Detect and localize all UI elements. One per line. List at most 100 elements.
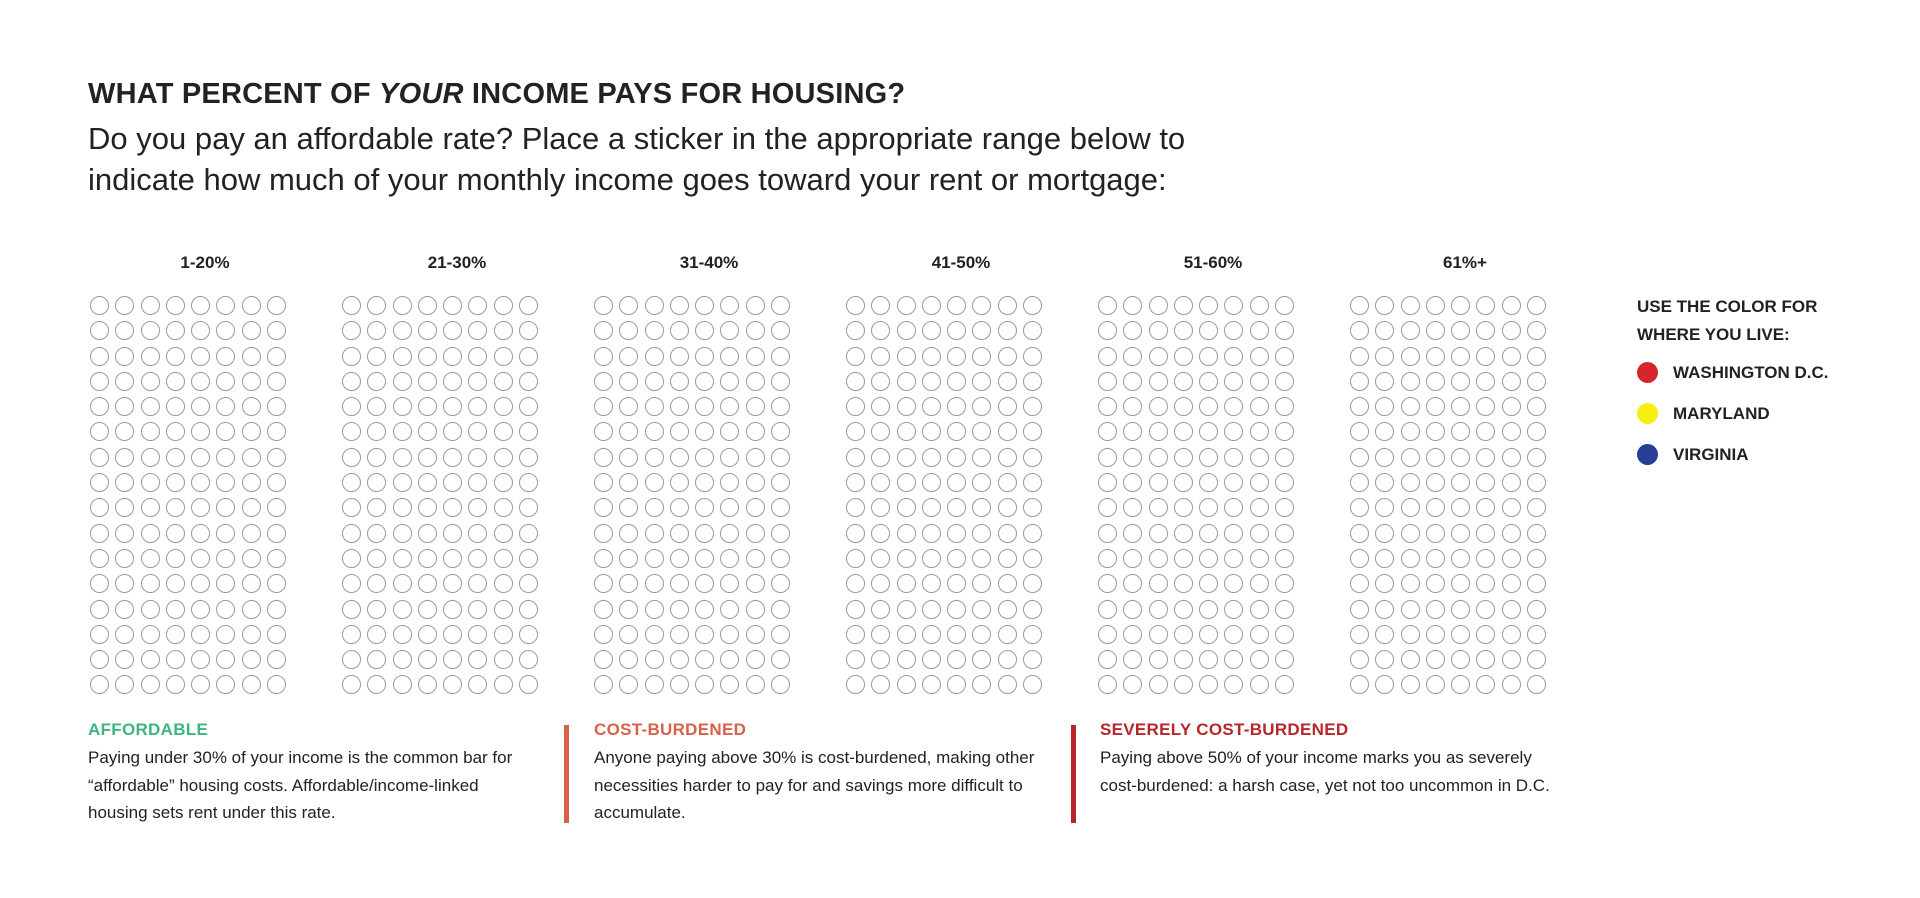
sticker-circle[interactable] [1148, 574, 1168, 594]
sticker-circle[interactable] [771, 574, 791, 594]
sticker-circle[interactable] [216, 321, 236, 341]
sticker-circle[interactable] [216, 548, 236, 568]
sticker-circle[interactable] [1275, 523, 1295, 543]
sticker-circle[interactable] [140, 599, 160, 619]
sticker-circle[interactable] [695, 675, 715, 695]
sticker-circle[interactable] [594, 397, 613, 417]
sticker-circle[interactable] [695, 321, 715, 341]
sticker-circle[interactable] [342, 296, 361, 315]
sticker-circle[interactable] [846, 523, 865, 543]
sticker-circle[interactable] [619, 447, 639, 467]
sticker-circle[interactable] [468, 675, 488, 695]
sticker-circle[interactable] [921, 321, 941, 341]
sticker-circle[interactable] [1400, 422, 1420, 442]
sticker-circle[interactable] [846, 371, 865, 391]
sticker-circle[interactable] [1173, 473, 1193, 493]
sticker-circle[interactable] [594, 548, 613, 568]
sticker-circle[interactable] [644, 599, 664, 619]
sticker-circle[interactable] [594, 523, 613, 543]
sticker-circle[interactable] [1173, 422, 1193, 442]
sticker-circle[interactable] [619, 624, 639, 644]
sticker-circle[interactable] [90, 321, 109, 341]
sticker-circle[interactable] [191, 599, 211, 619]
sticker-circle[interactable] [1350, 675, 1369, 695]
sticker-circle[interactable] [1023, 447, 1043, 467]
sticker-circle[interactable] [468, 574, 488, 594]
sticker-circle[interactable] [594, 371, 613, 391]
sticker-circle[interactable] [191, 574, 211, 594]
sticker-circle[interactable] [443, 422, 463, 442]
sticker-circle[interactable] [669, 498, 689, 518]
sticker-circle[interactable] [140, 296, 160, 315]
sticker-circle[interactable] [1451, 599, 1471, 619]
sticker-circle[interactable] [1451, 498, 1471, 518]
sticker-circle[interactable] [140, 675, 160, 695]
sticker-circle[interactable] [165, 473, 185, 493]
sticker-circle[interactable] [165, 574, 185, 594]
sticker-circle[interactable] [921, 675, 941, 695]
sticker-circle[interactable] [165, 397, 185, 417]
sticker-circle[interactable] [1123, 422, 1143, 442]
sticker-circle[interactable] [871, 296, 891, 315]
sticker-circle[interactable] [972, 675, 992, 695]
sticker-circle[interactable] [1249, 321, 1269, 341]
sticker-circle[interactable] [1249, 574, 1269, 594]
sticker-circle[interactable] [896, 624, 916, 644]
sticker-circle[interactable] [896, 498, 916, 518]
sticker-circle[interactable] [1098, 523, 1117, 543]
sticker-circle[interactable] [140, 548, 160, 568]
sticker-circle[interactable] [1451, 473, 1471, 493]
sticker-circle[interactable] [140, 371, 160, 391]
sticker-circle[interactable] [1098, 447, 1117, 467]
sticker-circle[interactable] [1173, 675, 1193, 695]
sticker-circle[interactable] [1350, 574, 1369, 594]
sticker-circle[interactable] [720, 599, 740, 619]
sticker-circle[interactable] [90, 599, 109, 619]
sticker-circle[interactable] [594, 422, 613, 442]
sticker-circle[interactable] [1275, 447, 1295, 467]
sticker-circle[interactable] [619, 498, 639, 518]
sticker-circle[interactable] [468, 397, 488, 417]
sticker-circle[interactable] [519, 599, 539, 619]
sticker-circle[interactable] [417, 346, 437, 366]
sticker-circle[interactable] [1400, 650, 1420, 670]
sticker-circle[interactable] [947, 447, 967, 467]
sticker-circle[interactable] [392, 675, 412, 695]
sticker-circle[interactable] [972, 574, 992, 594]
sticker-circle[interactable] [1224, 574, 1244, 594]
sticker-circle[interactable] [1375, 498, 1395, 518]
sticker-circle[interactable] [972, 498, 992, 518]
sticker-circle[interactable] [191, 498, 211, 518]
sticker-circle[interactable] [216, 473, 236, 493]
sticker-circle[interactable] [997, 422, 1017, 442]
sticker-circle[interactable] [644, 397, 664, 417]
sticker-circle[interactable] [519, 321, 539, 341]
sticker-circle[interactable] [1123, 523, 1143, 543]
sticker-circle[interactable] [1451, 675, 1471, 695]
sticker-circle[interactable] [392, 473, 412, 493]
sticker-circle[interactable] [896, 473, 916, 493]
sticker-circle[interactable] [1023, 624, 1043, 644]
sticker-circle[interactable] [997, 447, 1017, 467]
sticker-circle[interactable] [1400, 548, 1420, 568]
sticker-circle[interactable] [1023, 599, 1043, 619]
sticker-circle[interactable] [1425, 422, 1445, 442]
sticker-circle[interactable] [1501, 473, 1521, 493]
sticker-circle[interactable] [972, 321, 992, 341]
sticker-circle[interactable] [947, 498, 967, 518]
sticker-circle[interactable] [241, 346, 261, 366]
sticker-circle[interactable] [720, 346, 740, 366]
sticker-circle[interactable] [140, 650, 160, 670]
sticker-circle[interactable] [720, 498, 740, 518]
sticker-circle[interactable] [644, 371, 664, 391]
sticker-circle[interactable] [1375, 473, 1395, 493]
sticker-circle[interactable] [1476, 422, 1496, 442]
sticker-circle[interactable] [619, 548, 639, 568]
sticker-circle[interactable] [115, 650, 135, 670]
sticker-circle[interactable] [1123, 371, 1143, 391]
sticker-circle[interactable] [846, 296, 865, 315]
sticker-circle[interactable] [493, 599, 513, 619]
sticker-circle[interactable] [1249, 650, 1269, 670]
sticker-circle[interactable] [947, 574, 967, 594]
sticker-circle[interactable] [241, 599, 261, 619]
